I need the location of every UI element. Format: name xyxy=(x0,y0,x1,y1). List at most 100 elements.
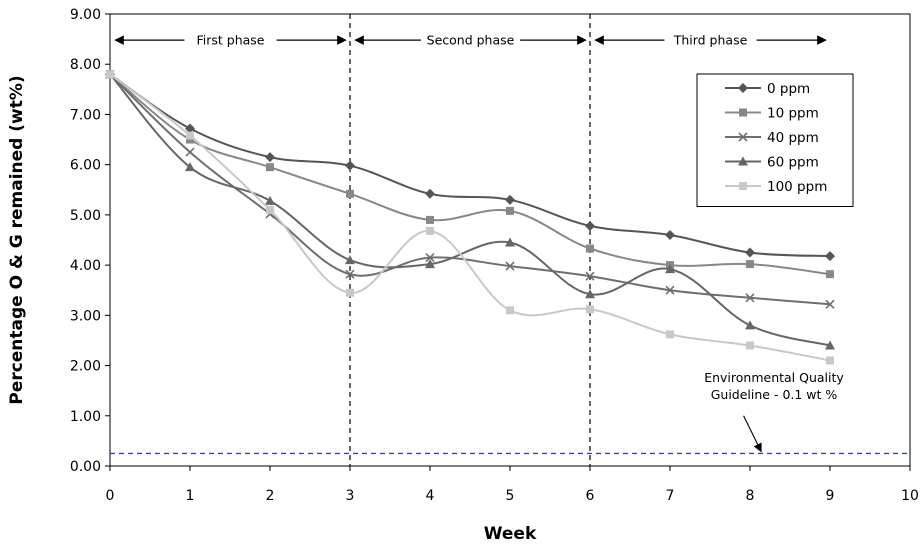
y-tick-label: 4.00 xyxy=(70,258,101,274)
data-point xyxy=(825,299,835,309)
data-point xyxy=(506,306,514,315)
guideline-group: Environmental Quality Guideline - 0.1 wt … xyxy=(110,370,910,455)
data-point xyxy=(586,305,594,314)
data-point xyxy=(826,356,834,365)
data-point xyxy=(505,194,515,205)
data-point xyxy=(745,247,755,258)
guideline-pointer-arrow xyxy=(743,415,762,453)
legend-item: 40 ppm xyxy=(725,130,819,146)
legend-item: 100 ppm xyxy=(725,179,827,195)
y-axis-title: Percentage O & G remained (wt%) xyxy=(7,75,27,404)
data-point xyxy=(505,261,515,271)
legend-label: 10 ppm xyxy=(767,106,819,122)
data-point xyxy=(265,152,275,163)
legend-item: 60 ppm xyxy=(725,155,819,171)
x-tick-label: 3 xyxy=(346,488,355,504)
data-point xyxy=(745,320,755,330)
series-100-ppm xyxy=(106,70,834,365)
x-tick-label: 4 xyxy=(426,488,435,504)
data-point xyxy=(665,285,675,295)
data-point xyxy=(505,237,515,247)
x-tick-label: 10 xyxy=(901,488,919,504)
data-point xyxy=(186,131,194,140)
data-point xyxy=(665,229,675,240)
data-point xyxy=(425,253,435,263)
series-line xyxy=(109,73,831,258)
data-point xyxy=(266,205,274,214)
legend-label: 60 ppm xyxy=(767,155,819,171)
y-tick-label: 8.00 xyxy=(70,57,101,73)
x-tick-label: 1 xyxy=(186,488,195,504)
x-axis-title: Week xyxy=(484,524,537,544)
y-tick-label: 1.00 xyxy=(70,409,101,425)
data-point xyxy=(825,251,835,262)
x-tick-label: 6 xyxy=(586,488,595,504)
x-tick-label: 9 xyxy=(826,488,835,504)
data-point xyxy=(585,220,595,231)
series-line xyxy=(109,73,831,276)
data-point xyxy=(425,259,435,269)
legend-item: 0 ppm xyxy=(725,81,810,97)
data-point xyxy=(346,288,354,297)
data-point xyxy=(665,264,675,274)
data-point xyxy=(346,189,354,198)
data-point xyxy=(185,123,195,134)
data-point xyxy=(746,260,754,269)
data-point xyxy=(506,206,514,215)
phase-annotations: First phase Second phase Third phase xyxy=(114,14,827,466)
legend-label: 40 ppm xyxy=(767,130,819,146)
legend-label: 0 ppm xyxy=(767,81,810,97)
data-point xyxy=(186,135,194,144)
data-point xyxy=(585,271,595,281)
x-tick-label: 8 xyxy=(746,488,755,504)
legend-swatch-marker xyxy=(739,182,747,190)
y-tick-label: 7.00 xyxy=(70,107,101,123)
legend-swatch-marker xyxy=(738,156,748,166)
data-point xyxy=(826,270,834,279)
y-tick-label: 9.00 xyxy=(70,7,101,23)
legend-swatch-marker xyxy=(739,108,747,117)
y-tick-label: 5.00 xyxy=(70,208,101,224)
data-point xyxy=(426,226,434,235)
data-point xyxy=(265,195,275,205)
legend: 0 ppm 10 ppm 40 ppm 60 ppm 100 ppm xyxy=(696,73,854,207)
data-point xyxy=(345,269,355,279)
tick-labels: 0.00 1.00 2.00 3.00 4.00 5.00 6.00 7.00 8.00 9.00… xyxy=(70,7,919,504)
data-point xyxy=(106,70,114,79)
y-tick-label: 6.00 xyxy=(70,158,101,174)
legend-item: 10 ppm xyxy=(725,106,819,122)
series-60-ppm xyxy=(105,69,835,350)
phase-label: Third phase xyxy=(673,33,748,48)
x-tick-label: 5 xyxy=(506,488,515,504)
series-0-ppm xyxy=(105,69,835,262)
axes xyxy=(105,13,911,471)
legend-label: 100 ppm xyxy=(767,179,827,195)
data-point xyxy=(745,293,755,303)
data-point xyxy=(345,255,355,265)
data-point xyxy=(185,147,195,157)
series-group xyxy=(105,69,835,365)
data-point xyxy=(345,160,355,171)
y-tick-label: 3.00 xyxy=(70,308,101,324)
phase-label: First phase xyxy=(197,33,265,48)
series-line xyxy=(109,73,831,362)
phase-label: Second phase xyxy=(427,33,515,48)
guideline-label-line1: Environmental Quality xyxy=(704,370,844,385)
data-point xyxy=(425,188,435,199)
y-tick-label: 0.00 xyxy=(70,459,101,475)
data-point xyxy=(666,330,674,339)
data-point xyxy=(185,162,195,172)
legend-box xyxy=(696,73,854,207)
x-tick-label: 7 xyxy=(666,488,675,504)
legend-swatch-marker xyxy=(738,132,748,142)
data-point xyxy=(266,163,274,172)
y-tick-label: 2.00 xyxy=(70,359,101,375)
data-point xyxy=(586,244,594,253)
data-point xyxy=(585,289,595,299)
x-tick-label: 0 xyxy=(106,488,115,504)
x-tick-label: 2 xyxy=(266,488,275,504)
data-point xyxy=(426,215,434,224)
data-point xyxy=(825,340,835,350)
series-line xyxy=(109,73,831,306)
